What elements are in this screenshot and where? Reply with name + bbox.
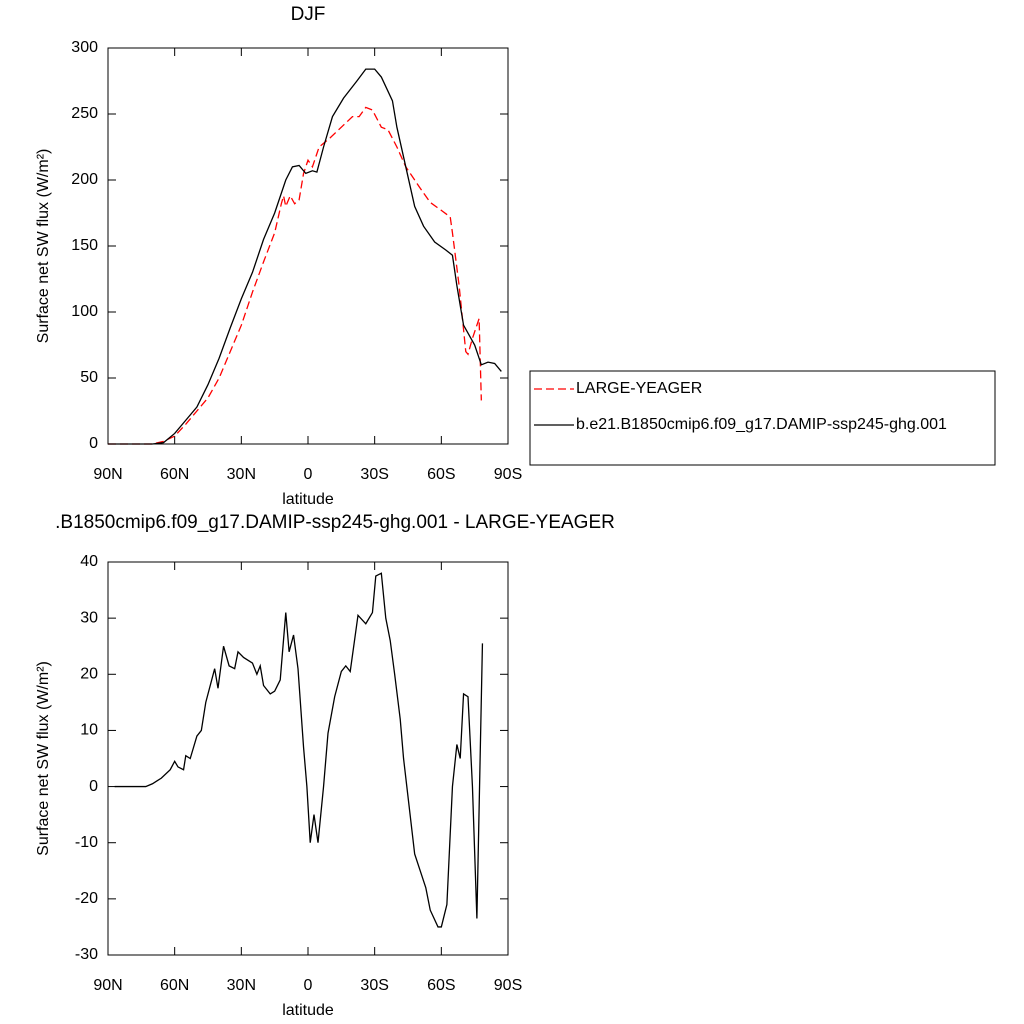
y-tick-label: 100: [71, 303, 98, 320]
x-tick-label: 30S: [360, 977, 388, 994]
y-tick-label: 0: [89, 435, 98, 452]
legend-box: [529, 370, 996, 466]
y-tick-label: -10: [75, 834, 98, 851]
y-tick-label: 0: [89, 778, 98, 795]
y-tick-label: -20: [75, 890, 98, 907]
x-tick-label: 0: [304, 466, 313, 483]
y-tick-label: 40: [80, 553, 98, 570]
x-tick-label: 60S: [427, 977, 455, 994]
x-axis-label: latitude: [282, 1002, 334, 1019]
x-tick-label: 0: [304, 977, 313, 994]
x-axis-label: latitude: [282, 491, 334, 508]
x-tick-label: 30N: [227, 977, 256, 994]
y-axis-label: Surface net SW flux (W/m²): [35, 661, 52, 856]
chart-title: DJF: [291, 4, 326, 25]
y-tick-label: 250: [71, 105, 98, 122]
y-tick-label: 30: [80, 609, 98, 626]
y-tick-label: 150: [71, 237, 98, 254]
legend-label: b.e21.B1850cmip6.f09_g17.DAMIP-ssp245-gh…: [576, 416, 947, 433]
x-tick-label: 30S: [360, 466, 388, 483]
y-tick-label: 10: [80, 722, 98, 739]
x-tick-label: 60N: [160, 977, 189, 994]
legend-label: LARGE-YEAGER: [576, 380, 702, 397]
x-tick-label: 90N: [93, 977, 122, 994]
plot-frame: [107, 47, 509, 445]
x-tick-label: 30N: [227, 466, 256, 483]
data-line: [114, 572, 484, 928]
y-tick-label: 50: [80, 369, 98, 386]
x-tick-label: 60N: [160, 466, 189, 483]
y-tick-label: 300: [71, 39, 98, 56]
y-tick-label: 20: [80, 666, 98, 683]
x-tick-label: 60S: [427, 466, 455, 483]
data-line: [108, 68, 502, 445]
y-tick-label: 200: [71, 171, 98, 188]
chart-title: .B1850cmip6.f09_g17.DAMIP-ssp245-ghg.001…: [55, 512, 615, 533]
plot-frame: [107, 561, 509, 956]
y-tick-label: -30: [75, 946, 98, 963]
x-tick-label: 90N: [93, 466, 122, 483]
y-axis-label: Surface net SW flux (W/m²): [35, 149, 52, 344]
x-tick-label: 90S: [494, 466, 522, 483]
data-line: [108, 106, 482, 445]
x-tick-label: 90S: [494, 977, 522, 994]
